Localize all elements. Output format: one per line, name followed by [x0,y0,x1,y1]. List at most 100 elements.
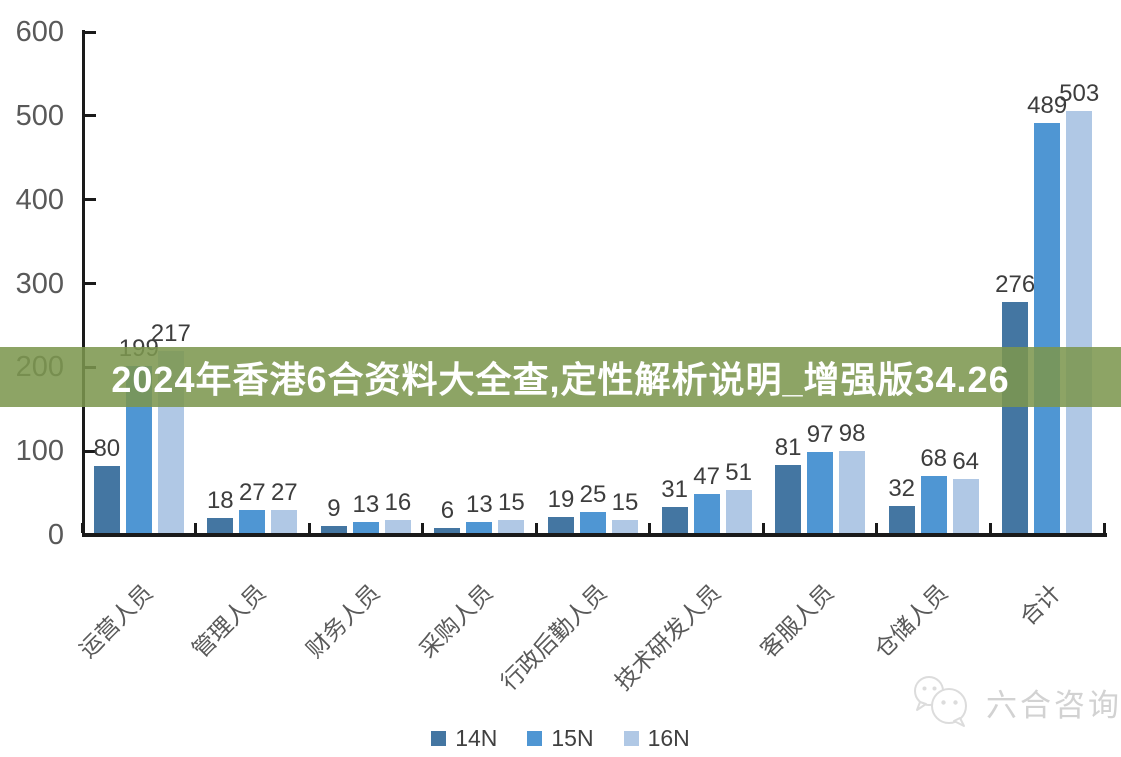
watermark-label: 六合咨询 [986,688,1121,723]
legend-item: 15N [527,724,594,752]
legend-label: 16N [647,724,690,751]
x-tick-mark [648,523,652,533]
category-label: 行政后勤人员 [495,579,612,696]
y-tick-label: 400 [15,183,64,216]
value-label: 64 [952,448,980,476]
legend-item: 16N [623,724,690,752]
legend-label: 14N [455,724,498,751]
x-tick-mark [1102,523,1106,533]
value-label: 32 [888,475,916,503]
bar [920,476,947,533]
value-label: 16 [384,488,412,516]
value-label: 217 [150,320,191,348]
banner-title: 2024年香港6合资料大全查,定性解析说明_增强版34.26 [111,359,1010,400]
bar [548,517,574,533]
y-tick-mark [85,282,96,285]
value-label: 13 [466,491,493,519]
y-tick-mark [85,198,96,202]
category-label: 仓储人员 [868,579,953,663]
bar [320,525,347,533]
bar [1034,123,1061,533]
legend-swatch-icon [431,730,447,746]
legend-item: 14N [431,725,497,752]
bar [434,528,461,533]
value-label: 18 [206,486,234,514]
bar [612,520,638,533]
bar [725,490,752,533]
x-tick-mark [80,523,84,533]
bar [952,479,979,533]
value-label: 81 [774,434,802,462]
value-label: 19 [547,486,575,514]
value-label: 27 [270,479,298,507]
value-label: 25 [579,481,607,508]
bar [466,522,493,533]
value-label: 98 [838,419,866,447]
title-banner: 2024年香港6合资料大全查,定性解析说明_增强版34.26 [0,347,1121,407]
watermark: 六合咨询 [908,670,1121,735]
x-tick-mark [194,523,198,533]
y-tick-mark [85,30,96,34]
x-tick-mark [988,523,992,533]
legend-swatch-icon [623,730,639,746]
x-tick-mark [875,523,879,533]
x-tick-mark [421,523,425,533]
value-label: 15 [611,489,639,517]
bar [580,512,606,533]
y-tick-mark [85,449,96,453]
bar [888,506,915,533]
y-tick-label: 300 [15,267,64,300]
bar [693,493,720,533]
bar [207,517,234,533]
y-tick-label: 500 [15,99,64,132]
bar [93,465,120,533]
value-label: 97 [806,420,834,448]
bar [807,451,834,533]
bar [352,522,379,533]
value-label: 47 [693,462,720,490]
value-label: 489 [1027,92,1068,120]
bar [498,520,525,533]
value-label: 6 [440,497,455,524]
value-label: 15 [498,489,525,517]
value-label: 9 [327,494,341,522]
category-label: 技术研发人员 [609,579,726,696]
chat-bubbles-logo-icon [908,670,978,735]
bar [661,507,688,533]
legend: 14N 15N 16N [0,723,1121,753]
x-axis-line [82,533,1107,537]
x-tick-mark [534,523,538,533]
bar [1002,301,1029,533]
x-tick-mark [307,523,311,533]
category-label: 运营人员 [73,579,158,663]
category-label: 管理人员 [187,579,271,663]
y-tick-label: 600 [15,16,64,48]
y-tick-label: 0 [47,519,64,551]
y-tick-mark [85,114,96,118]
y-tick-label: 100 [15,435,64,468]
bar [1066,111,1093,533]
bar [271,510,298,533]
value-label: 276 [995,270,1036,298]
x-tick-mark [761,523,765,533]
value-label: 13 [352,491,380,519]
bar [775,465,802,533]
value-label: 503 [1059,80,1100,108]
bar [839,450,866,533]
category-label: 客服人员 [755,579,839,663]
value-label: 51 [725,459,752,487]
y-tick-mark [85,533,96,537]
category-label: 合计 [1014,579,1066,631]
value-label: 68 [920,445,948,472]
category-label: 采购人员 [414,579,499,663]
value-label: 31 [661,476,688,503]
legend-swatch-icon [527,730,543,746]
value-label: 80 [93,434,121,462]
bar [384,519,411,533]
y-axis-line [82,30,85,537]
legend-label: 15N [551,724,594,751]
bar [239,510,266,533]
category-label: 财务人员 [301,579,385,663]
value-label: 27 [238,479,266,507]
